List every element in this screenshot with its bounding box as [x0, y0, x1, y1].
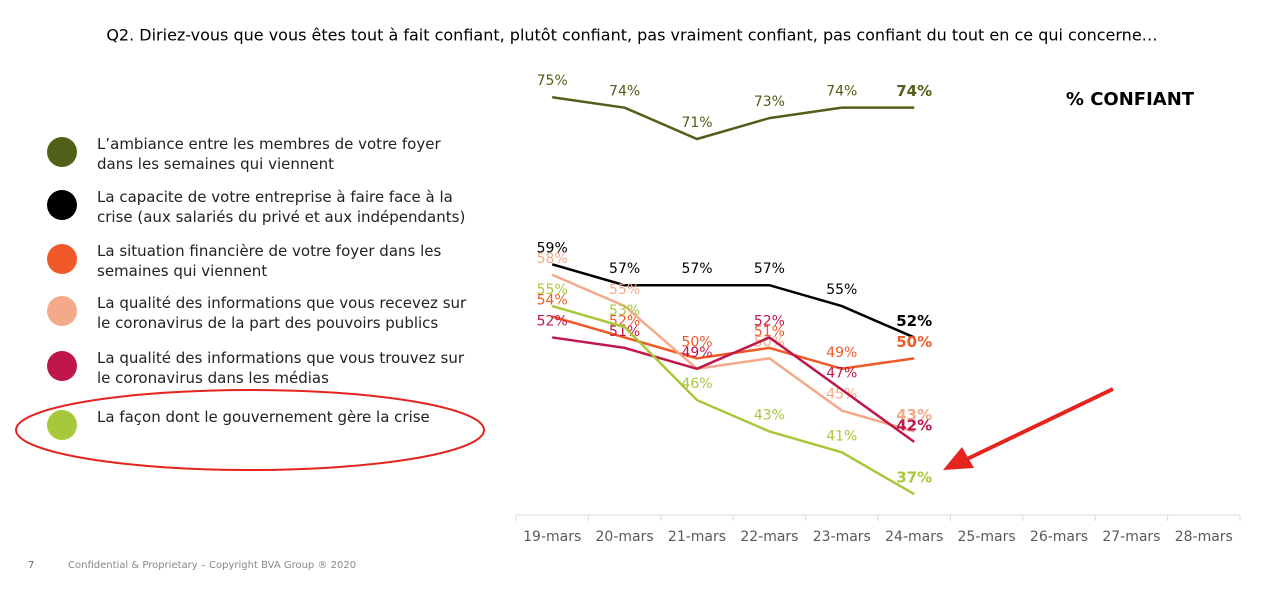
x-tick-label: 21-mars — [668, 529, 726, 545]
data-label: 71% — [681, 115, 712, 131]
data-label: 55% — [826, 282, 857, 298]
data-label: 55% — [537, 282, 568, 298]
x-tick-label: 20-mars — [596, 529, 654, 545]
data-label: 52% — [754, 313, 785, 329]
legend-marker — [47, 137, 77, 167]
arrow-head — [943, 447, 974, 470]
data-label: 57% — [609, 261, 640, 277]
series-line — [552, 336, 915, 443]
legend-label: La capacite de votre entreprise à faire … — [97, 188, 466, 226]
data-label: 58% — [537, 251, 568, 267]
series-line — [551, 304, 915, 496]
data-label: 46% — [681, 376, 712, 392]
data-label: 41% — [826, 428, 857, 444]
legend-label: La qualité des informations que vous rec… — [97, 294, 467, 332]
x-tick-label: 27-mars — [1102, 529, 1160, 545]
legend-marker — [47, 296, 77, 326]
data-label: 51% — [754, 324, 785, 340]
x-tick-label: 19-mars — [523, 529, 581, 545]
data-label: 50% — [681, 334, 712, 350]
data-label: 43% — [896, 406, 932, 424]
x-tick-label: 22-mars — [740, 529, 798, 545]
x-tick-label: 28-mars — [1175, 529, 1233, 545]
legend-marker — [47, 351, 77, 381]
data-label: 59% — [537, 240, 568, 256]
series-line — [551, 263, 915, 339]
data-label: 50% — [896, 333, 932, 351]
data-label: 74% — [609, 84, 640, 100]
data-label: 74% — [826, 84, 857, 100]
data-label: 42% — [896, 416, 932, 434]
data-label: 55% — [609, 282, 640, 298]
legend-marker — [47, 190, 77, 220]
x-tick-label: 25-mars — [958, 529, 1016, 545]
data-label: 37% — [896, 469, 932, 487]
data-label: 75% — [537, 73, 568, 89]
metric-title: % CONFIANT — [1066, 89, 1195, 110]
series-line — [552, 95, 915, 141]
data-label: 52% — [537, 313, 568, 329]
highlight-ellipse — [15, 389, 485, 471]
legend-label: La situation financière de votre foyer d… — [97, 242, 442, 280]
data-label: 50% — [754, 334, 785, 350]
copyright: Confidential & Proprietary – Copyright B… — [68, 560, 356, 571]
page-number: 7 — [28, 560, 34, 571]
data-label: 49% — [681, 345, 712, 361]
data-label: 73% — [754, 94, 785, 110]
data-label: 57% — [681, 261, 712, 277]
data-label: 74% — [896, 82, 932, 100]
legend-marker — [47, 244, 77, 274]
x-tick-label: 24-mars — [885, 529, 943, 545]
legend-label: L’ambiance entre les membres de votre fo… — [97, 135, 441, 173]
legend-marker — [47, 410, 77, 440]
legend-label: La qualité des informations que vous tro… — [97, 349, 465, 387]
x-tick-label: 23-mars — [813, 529, 871, 545]
series-line — [551, 273, 915, 433]
series-line — [551, 315, 915, 371]
data-label: 45% — [826, 387, 857, 403]
data-label: 52% — [896, 312, 932, 330]
data-label: 57% — [754, 261, 785, 277]
question: Q2. Diriez-vous que vous êtes tout à fai… — [106, 26, 1157, 45]
data-label: 54% — [537, 293, 568, 309]
arrow-shaft — [964, 387, 1114, 462]
data-label: 49% — [826, 345, 857, 361]
data-label: 53% — [609, 303, 640, 319]
data-label: 47% — [826, 366, 857, 382]
legend-label: La façon dont le gouvernement gère la cr… — [97, 408, 430, 426]
x-tick-label: 26-mars — [1030, 529, 1088, 545]
data-label: 43% — [754, 407, 785, 423]
